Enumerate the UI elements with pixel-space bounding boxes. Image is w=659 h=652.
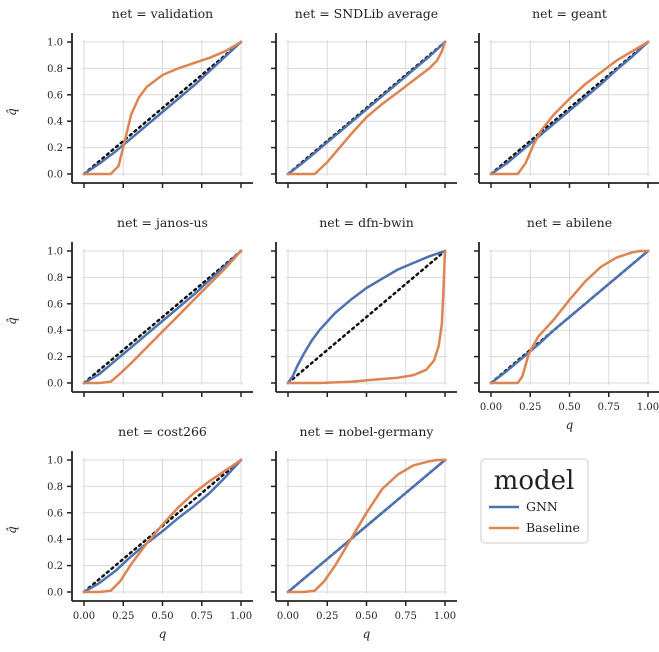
panel: net = nobel-germany 0.00 0.25 0.50 0.75 1.00 q: [271, 424, 457, 641]
y-tick-label: 0.4: [47, 117, 63, 128]
y-tick-label: 0.6: [47, 299, 63, 310]
series-line-gnn: [82, 40, 243, 176]
x-tick-label: 0.50: [355, 611, 377, 622]
y-tick-label: 0.6: [47, 90, 63, 101]
legend-title: model: [494, 466, 575, 496]
panel: net = abilene 0.00 0.25 0.50 0.75 1.00 q: [474, 215, 659, 432]
panel: net = geant: [474, 6, 659, 188]
series-line-baseline: [286, 458, 447, 594]
panel: net = validation 0.0 0.2 0.4 0.6 0.8 1.0 q̂: [5, 6, 253, 188]
panel: net = SNDLib average: [271, 6, 457, 188]
reference-diagonal-line: [82, 40, 243, 176]
series-line-gnn: [489, 40, 650, 176]
x-tick-label: 0.25: [316, 611, 338, 622]
x-tick-label: 0.00: [480, 402, 502, 413]
legend-label-gnn: GNN: [526, 499, 558, 514]
panel-title: net = dfn-bwin: [319, 215, 414, 230]
y-tick-label: 0.6: [47, 508, 63, 519]
reference-diagonal-line: [286, 249, 447, 385]
panel: net = dfn-bwin: [271, 215, 457, 397]
panel-title: net = abilene: [527, 215, 612, 230]
x-tick-label: 0.25: [112, 611, 134, 622]
panel-title: net = janos-us: [117, 215, 208, 230]
y-tick-label: 0.4: [47, 326, 63, 337]
y-axis-label: q̂: [5, 526, 19, 534]
legend: model GNN Baseline: [480, 458, 589, 544]
y-tick-label: 0.0: [47, 170, 63, 181]
series-line-baseline: [489, 40, 650, 176]
panel-title: net = validation: [112, 6, 213, 21]
x-tick-label: 0.50: [151, 611, 173, 622]
x-tick-label: 0.75: [191, 611, 213, 622]
series-line-gnn: [82, 458, 243, 594]
panels: net = validation0.00.20.40.60.81.0q̂net …: [5, 6, 659, 641]
y-tick-label: 1.0: [47, 456, 63, 467]
panel-title: net = nobel-germany: [300, 424, 435, 439]
series-line-baseline: [489, 249, 650, 385]
x-tick-label: 0.50: [558, 402, 580, 413]
x-axis-label: q: [566, 418, 574, 432]
y-tick-label: 0.8: [47, 482, 63, 493]
panel-title: net = geant: [532, 6, 607, 21]
panel: net = janos-us 0.0 0.2 0.4 0.6 0.8 1.0 q̂: [5, 215, 253, 397]
x-axis-label: q: [159, 627, 167, 641]
x-tick-label: 0.00: [73, 611, 95, 622]
series-line-baseline: [82, 458, 243, 594]
y-tick-label: 1.0: [47, 38, 63, 49]
y-axis-label: q̂: [5, 108, 19, 116]
y-tick-label: 0.2: [47, 561, 63, 572]
x-tick-label: 0.25: [519, 402, 541, 413]
y-axis-label: q̂: [5, 317, 19, 325]
y-tick-label: 1.0: [47, 247, 63, 258]
series-line-gnn: [286, 40, 447, 176]
series-line-gnn: [82, 249, 243, 385]
x-tick-label: 1.00: [230, 611, 252, 622]
x-tick-label: 0.75: [395, 611, 417, 622]
y-tick-label: 0.2: [47, 143, 63, 154]
y-tick-label: 0.4: [47, 535, 63, 546]
reference-diagonal-line: [82, 249, 243, 385]
series-line-gnn: [286, 249, 447, 385]
x-tick-label: 0.75: [598, 402, 620, 413]
y-tick-label: 0.0: [47, 379, 63, 390]
x-tick-label: 0.00: [277, 611, 299, 622]
x-axis-label: q: [363, 627, 371, 641]
y-tick-label: 0.2: [47, 352, 63, 363]
legend-label-baseline: Baseline: [526, 520, 580, 535]
panel: net = cost266 0.0 0.2 0.4 0.6 0.8 1.0 q̂ 0.00 0.2…: [5, 424, 253, 641]
y-tick-label: 0.8: [47, 273, 63, 284]
y-tick-label: 0.0: [47, 588, 63, 599]
series-line-gnn: [489, 249, 650, 385]
series-line-baseline: [82, 249, 243, 385]
panel-title: net = SNDLib average: [295, 6, 438, 21]
x-tick-label: 1.00: [637, 402, 659, 413]
series-line-baseline: [286, 40, 447, 176]
y-tick-label: 0.8: [47, 64, 63, 75]
series-line-baseline: [286, 249, 447, 385]
legend-frame: [480, 458, 589, 544]
series-line-baseline: [82, 40, 243, 176]
panel-title: net = cost266: [118, 424, 207, 439]
series-line-gnn: [286, 458, 447, 594]
x-tick-label: 1.00: [434, 611, 456, 622]
